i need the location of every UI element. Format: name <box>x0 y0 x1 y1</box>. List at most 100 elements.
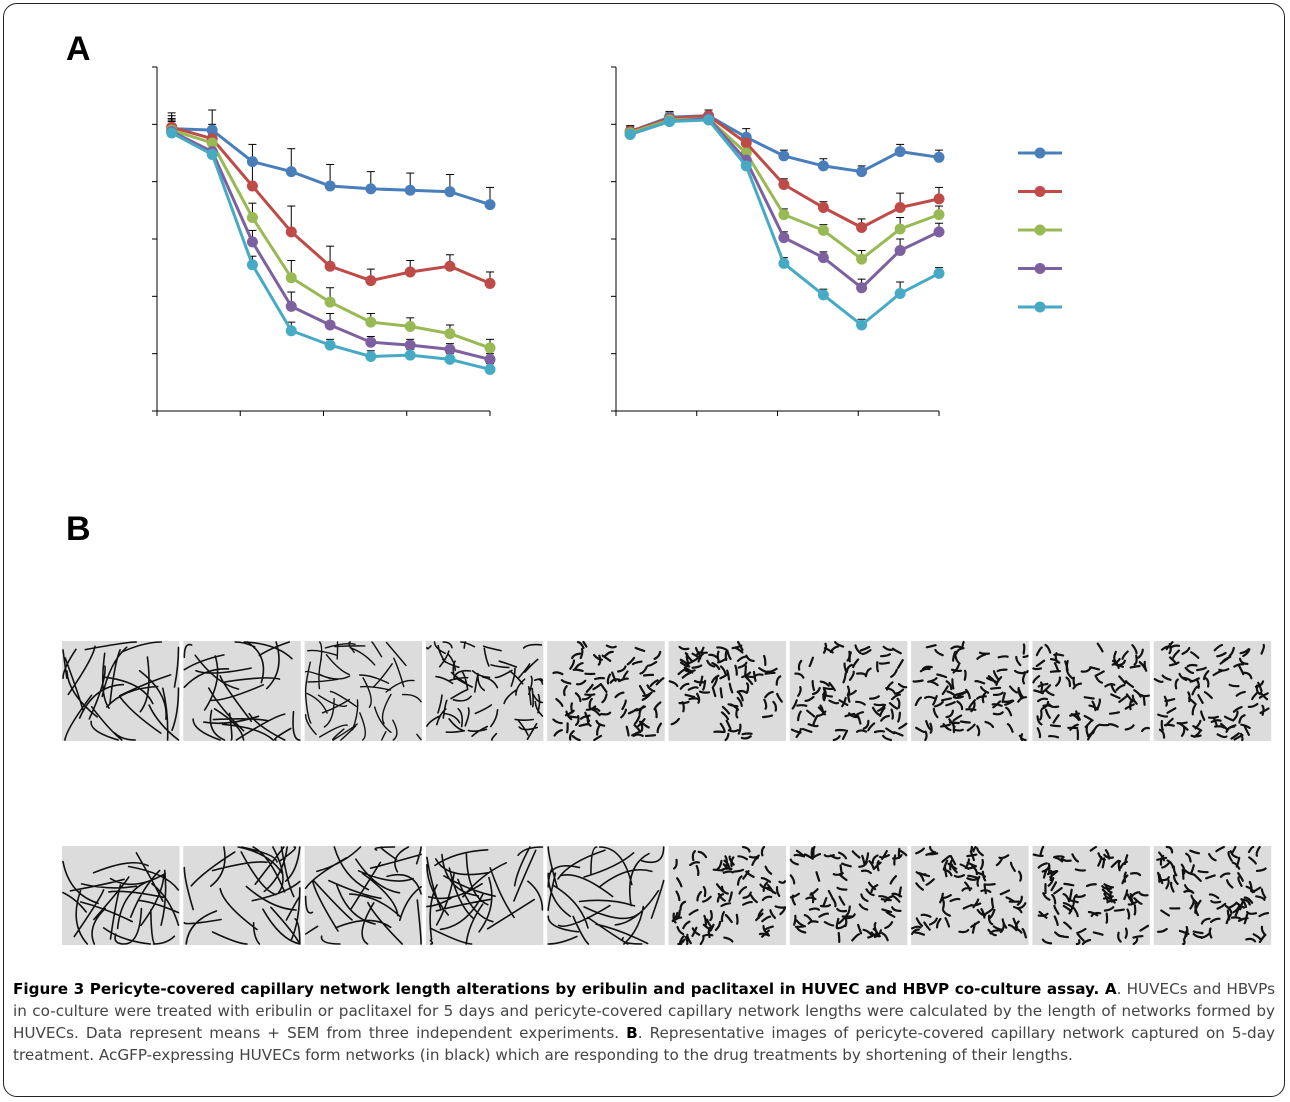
capillary-network <box>1032 642 1150 741</box>
micrograph-image <box>911 845 1029 945</box>
eribulin-data-point <box>444 353 456 365</box>
eribulin-data-point <box>246 156 258 168</box>
paclitaxel-data-point <box>856 253 868 265</box>
paclitaxel-data-point <box>856 319 868 331</box>
eribulin-data-point <box>246 180 258 192</box>
capillary-network <box>671 845 787 946</box>
micrograph-image <box>1032 641 1150 741</box>
paclitaxel-chart <box>611 66 945 416</box>
paclitaxel-data-point <box>624 128 636 140</box>
paclitaxel-data-point <box>894 244 906 256</box>
micrograph-image <box>1032 845 1150 946</box>
capillary-network <box>304 846 422 945</box>
capillary-network <box>912 640 1029 742</box>
figure-caption: Figure 3 Pericyte-covered capillary netw… <box>13 978 1275 1066</box>
micrograph-background <box>789 846 908 945</box>
micrograph-image <box>1153 641 1272 742</box>
micrograph-background <box>183 641 301 741</box>
eribulin-data-point <box>246 259 258 271</box>
eribulin-data-point <box>324 180 336 192</box>
paclitaxel-data-point <box>933 226 945 238</box>
capillary-network <box>183 846 301 945</box>
paclitaxel-data-point <box>894 201 906 213</box>
paclitaxel-data-point <box>817 224 829 236</box>
micrograph-image <box>425 641 544 741</box>
eribulin-data-point <box>404 349 416 361</box>
micrograph-image <box>304 641 423 741</box>
eribulin-data-point <box>285 166 297 178</box>
paclitaxel-data-point <box>856 282 868 294</box>
eribulin-data-point <box>365 275 377 287</box>
paclitaxel-data-point <box>664 115 676 127</box>
micrograph-background <box>183 846 301 945</box>
capillary-network <box>789 845 908 943</box>
eribulin-series-line-3 <box>171 128 491 350</box>
eribulin-data-point <box>404 339 416 351</box>
paclitaxel-data-point <box>817 252 829 264</box>
eribulin-data-point <box>206 137 218 149</box>
paclitaxel-data-point <box>856 166 868 178</box>
micrograph-image <box>183 846 301 945</box>
paclitaxel-data-point <box>703 114 715 126</box>
eribulin-data-point <box>285 300 297 312</box>
micrograph-image <box>183 641 301 741</box>
capillary-network <box>911 845 1027 939</box>
capillary-network <box>1153 641 1270 742</box>
legend-marker <box>1034 186 1046 197</box>
capillary-network <box>790 641 908 742</box>
micrograph-image <box>425 846 544 945</box>
paclitaxel-data-point <box>778 150 790 162</box>
eribulin-data-point <box>324 296 336 308</box>
legend-marker <box>1034 263 1046 274</box>
eribulin-data-point <box>324 260 336 272</box>
eribulin-data-point <box>444 260 456 272</box>
paclitaxel-data-point <box>817 289 829 301</box>
paclitaxel-data-point <box>894 287 906 299</box>
paclitaxel-data-point <box>933 151 945 163</box>
capillary-network <box>547 846 665 945</box>
eribulin-data-point <box>324 319 336 331</box>
eribulin-data-point <box>365 316 377 328</box>
capillary-network <box>1156 845 1270 946</box>
capillary-network <box>304 641 422 741</box>
micrograph-image <box>304 846 423 945</box>
capillary-network <box>426 846 544 945</box>
micrograph-background <box>304 641 423 741</box>
eribulin-data-point <box>484 342 496 354</box>
eribulin-data-point <box>484 363 496 375</box>
paclitaxel-data-point <box>740 160 752 172</box>
paclitaxel-data-point <box>856 222 868 234</box>
eribulin-data-point <box>365 351 377 363</box>
eribulin-data-point <box>206 148 218 160</box>
eribulin-data-point <box>246 236 258 248</box>
eribulin-data-point <box>285 226 297 238</box>
capillary-network <box>62 852 180 945</box>
paclitaxel-data-point <box>894 146 906 158</box>
eribulin-data-point <box>365 183 377 195</box>
eribulin-data-point <box>404 266 416 278</box>
eribulin-chart <box>152 66 496 416</box>
micrograph-image <box>62 846 180 945</box>
micrograph-image <box>62 641 180 741</box>
paclitaxel-data-point <box>778 232 790 244</box>
micrograph-image <box>668 640 786 742</box>
paclitaxel-data-point <box>894 223 906 235</box>
micrograph-background <box>62 641 180 741</box>
micrograph-background <box>1032 641 1150 741</box>
caption-part-b: . Representative images of pericyte-cove… <box>13 1024 1275 1064</box>
micrograph-image <box>547 640 665 742</box>
figure-frame <box>3 3 1285 1097</box>
micrograph-image <box>668 845 787 946</box>
paclitaxel-data-point <box>933 193 945 205</box>
micrograph-background <box>911 846 1029 945</box>
legend-marker <box>1034 224 1046 236</box>
eribulin-data-point <box>484 353 496 365</box>
legend-marker <box>1034 147 1046 159</box>
eribulin-data-point <box>404 184 416 196</box>
panel-a-letter: A <box>66 30 91 68</box>
paclitaxel-data-point <box>933 209 945 221</box>
eribulin-data-point <box>484 199 496 211</box>
eribulin-data-point <box>285 325 297 337</box>
eribulin-series-line-2 <box>171 125 491 285</box>
capillary-network <box>426 641 544 741</box>
